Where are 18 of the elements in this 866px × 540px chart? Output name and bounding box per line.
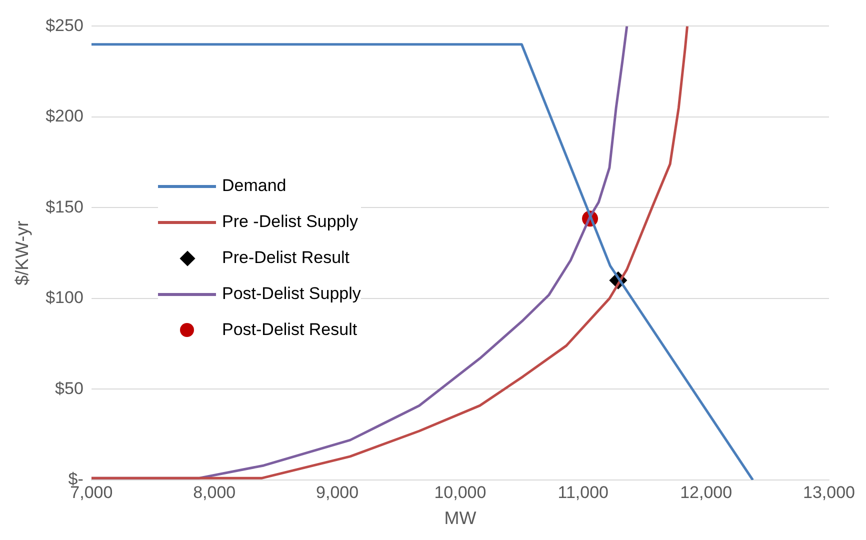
x-tick-label: 9,000 xyxy=(316,482,359,502)
legend-label: Pre -Delist Supply xyxy=(222,212,358,232)
x-tick-label: 12,000 xyxy=(680,482,732,502)
x-tick-label: 10,000 xyxy=(434,482,486,502)
legend-label: Pre-Delist Result xyxy=(222,248,350,268)
y-tick-label: $100 xyxy=(46,288,84,308)
x-tick-label: 11,000 xyxy=(558,482,609,502)
y-tick-label: $50 xyxy=(55,378,84,398)
y-tick-label: $250 xyxy=(46,16,84,35)
x-axis-title: MW xyxy=(444,508,476,528)
legend-label: Post-Delist Supply xyxy=(222,284,361,304)
x-tick-label: 13,000 xyxy=(803,482,855,502)
y-tick-label: $200 xyxy=(46,106,84,126)
y-tick-label: $150 xyxy=(46,197,84,216)
legend-label: Demand xyxy=(222,176,286,196)
legend-label: Post-Delist Result xyxy=(222,320,358,340)
x-tick-label: 8,000 xyxy=(193,482,236,502)
y-axis-title: $/KW-yr xyxy=(12,220,32,286)
